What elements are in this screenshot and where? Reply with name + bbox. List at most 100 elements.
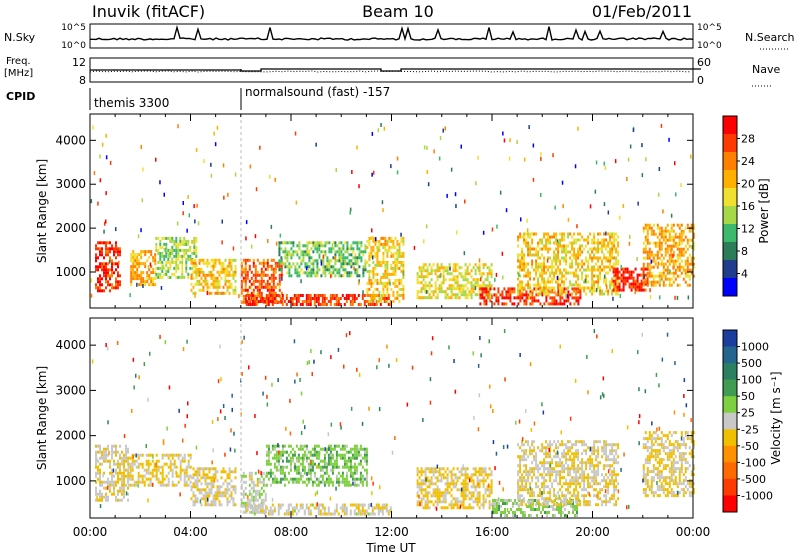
range-time-cell bbox=[387, 509, 390, 513]
range-time-cell bbox=[543, 256, 546, 260]
cpid-strip: CPID themis 3300 normalsound (fast) -157 bbox=[6, 85, 390, 110]
range-time-cell bbox=[553, 277, 556, 281]
range-time-cell bbox=[636, 282, 639, 286]
range-time-cell bbox=[541, 247, 544, 251]
range-time-cell bbox=[132, 250, 135, 254]
range-time-cell bbox=[612, 270, 615, 274]
range-time-cell bbox=[609, 241, 612, 245]
range-time-cell bbox=[666, 271, 669, 275]
range-time-cell bbox=[362, 290, 364, 295]
range-time-cell bbox=[299, 456, 302, 460]
range-time-cell bbox=[165, 263, 168, 267]
range-time-cell bbox=[525, 299, 528, 303]
range-time-cell bbox=[99, 154, 101, 159]
range-time-cell bbox=[454, 281, 457, 285]
range-time-cell bbox=[376, 254, 379, 258]
range-time-cell bbox=[682, 277, 685, 281]
range-time-cell bbox=[154, 262, 157, 266]
range-time-cell bbox=[388, 245, 391, 249]
velocity-cells bbox=[91, 329, 695, 517]
range-time-cell bbox=[95, 265, 97, 269]
range-time-cell bbox=[646, 262, 649, 266]
range-time-cell bbox=[230, 273, 233, 277]
range-time-cell bbox=[525, 262, 528, 266]
range-time-cell bbox=[426, 269, 429, 273]
range-time-cell bbox=[618, 276, 621, 280]
range-time-cell bbox=[335, 300, 338, 303]
range-time-cell bbox=[552, 508, 554, 511]
range-time-cell bbox=[117, 498, 119, 502]
range-time-cell bbox=[265, 303, 268, 306]
range-time-cell bbox=[658, 241, 661, 245]
range-time-cell bbox=[95, 244, 97, 248]
range-time-cell bbox=[485, 299, 488, 303]
range-time-cell bbox=[187, 248, 190, 252]
range-time-cell bbox=[157, 459, 160, 463]
range-time-cell bbox=[99, 253, 101, 257]
range-time-cell bbox=[428, 467, 431, 471]
range-time-cell bbox=[260, 291, 263, 295]
range-time-cell bbox=[163, 272, 166, 276]
range-time-cell bbox=[269, 297, 272, 300]
range-time-cell bbox=[626, 276, 629, 280]
range-time-cell bbox=[279, 503, 282, 507]
range-time-cell bbox=[119, 274, 121, 278]
range-time-cell bbox=[127, 492, 129, 496]
range-time-cell bbox=[398, 287, 401, 291]
range-time-cell bbox=[496, 505, 498, 508]
range-time-cell bbox=[460, 293, 463, 297]
range-time-cell bbox=[130, 283, 133, 287]
range-time-cell bbox=[206, 273, 209, 277]
range-time-cell bbox=[513, 287, 516, 291]
range-time-cell bbox=[171, 471, 174, 475]
range-time-cell bbox=[333, 462, 336, 466]
range-time-cell bbox=[294, 265, 297, 269]
range-time-cell bbox=[422, 296, 425, 300]
range-time-cell bbox=[295, 300, 298, 303]
range-time-cell bbox=[434, 281, 437, 285]
range-time-cell bbox=[448, 263, 451, 267]
range-time-cell bbox=[513, 290, 516, 294]
range-time-cell bbox=[175, 275, 178, 279]
range-time-cell bbox=[169, 468, 172, 472]
range-time-cell bbox=[307, 465, 310, 469]
range-time-cell bbox=[242, 474, 245, 478]
range-time-cell bbox=[587, 250, 590, 254]
range-time-cell bbox=[337, 480, 340, 484]
range-time-cell bbox=[187, 275, 190, 279]
range-time-cell bbox=[179, 465, 182, 469]
range-time-cell bbox=[287, 506, 290, 510]
range-time-cell bbox=[458, 296, 461, 300]
range-time-cell bbox=[430, 479, 433, 483]
range-time-cell bbox=[169, 275, 172, 279]
range-time-cell bbox=[620, 276, 623, 280]
range-time-cell bbox=[115, 480, 117, 484]
range-time-cell bbox=[537, 244, 540, 248]
range-time-cell bbox=[440, 287, 443, 291]
range-time-cell bbox=[674, 244, 677, 248]
range-time-cell bbox=[389, 281, 391, 286]
range-time-cell bbox=[252, 483, 255, 487]
range-time-cell bbox=[597, 250, 600, 254]
range-time-cell bbox=[547, 290, 550, 294]
range-time-cell bbox=[224, 488, 227, 492]
range-time-cell bbox=[692, 232, 695, 236]
range-time-cell bbox=[480, 479, 483, 483]
range-time-cell bbox=[386, 290, 389, 294]
range-time-cell bbox=[131, 483, 134, 487]
range-time-cell bbox=[525, 290, 528, 294]
range-time-cell bbox=[670, 271, 673, 275]
range-time-cell bbox=[214, 473, 217, 477]
range-time-cell bbox=[159, 180, 161, 185]
range-time-cell bbox=[271, 447, 274, 451]
range-time-cell bbox=[613, 256, 616, 260]
range-time-cell bbox=[111, 477, 113, 481]
range-time-cell bbox=[591, 256, 594, 260]
range-time-cell bbox=[483, 290, 486, 294]
range-time-cell bbox=[620, 273, 623, 277]
range-time-cell bbox=[381, 512, 384, 516]
range-time-cell bbox=[295, 200, 298, 205]
range-time-cell bbox=[313, 480, 316, 484]
range-time-cell bbox=[615, 269, 617, 274]
range-time-cell bbox=[448, 470, 451, 474]
